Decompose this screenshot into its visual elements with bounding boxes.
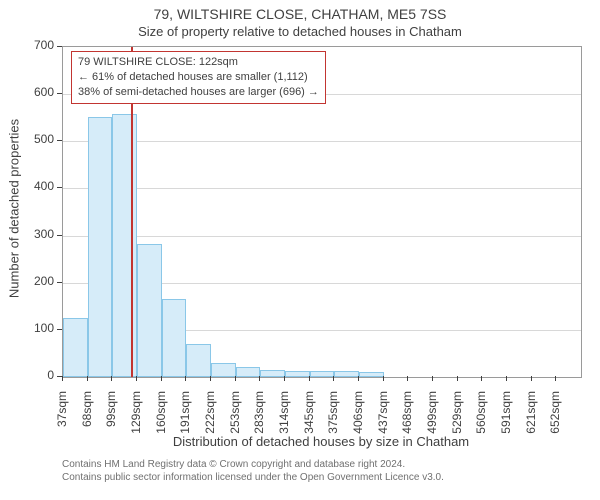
gridline <box>63 141 581 142</box>
xtick-label: 314sqm <box>277 391 291 441</box>
xtick-mark <box>333 376 334 381</box>
ytick-mark <box>57 93 62 94</box>
xtick-label: 560sqm <box>474 391 488 441</box>
xtick-mark <box>432 376 433 381</box>
xtick-mark <box>235 376 236 381</box>
histogram-bar <box>162 299 187 377</box>
chart-container: 79, WILTSHIRE CLOSE, CHATHAM, ME5 7SS Si… <box>0 0 600 500</box>
xtick-mark <box>136 376 137 381</box>
xtick-mark <box>161 376 162 381</box>
ytick-label: 300 <box>22 227 54 241</box>
ytick-mark <box>57 187 62 188</box>
annotation-line-1: 79 WILTSHIRE CLOSE: 122sqm <box>78 55 319 70</box>
xtick-label: 99sqm <box>104 391 118 441</box>
xtick-mark <box>383 376 384 381</box>
y-axis-label: Number of detached properties <box>7 109 22 309</box>
histogram-bar <box>88 117 113 377</box>
histogram-bar <box>359 372 384 377</box>
xtick-label: 468sqm <box>400 391 414 441</box>
annotation-box: 79 WILTSHIRE CLOSE: 122sqm ← 61% of deta… <box>71 51 326 104</box>
xtick-label: 160sqm <box>154 391 168 441</box>
ytick-label: 500 <box>22 132 54 146</box>
xtick-label: 375sqm <box>326 391 340 441</box>
xtick-mark <box>111 376 112 381</box>
footnote: Contains HM Land Registry data © Crown c… <box>62 458 444 484</box>
xtick-label: 37sqm <box>55 391 69 441</box>
xtick-mark <box>531 376 532 381</box>
footnote-line-2: Contains public sector information licen… <box>62 471 444 484</box>
xtick-label: 652sqm <box>548 391 562 441</box>
xtick-label: 222sqm <box>203 391 217 441</box>
xtick-mark <box>185 376 186 381</box>
xtick-label: 68sqm <box>80 391 94 441</box>
xtick-mark <box>481 376 482 381</box>
xtick-mark <box>555 376 556 381</box>
histogram-bar <box>112 114 137 377</box>
xtick-mark <box>87 376 88 381</box>
ytick-mark <box>57 140 62 141</box>
histogram-bar <box>63 318 88 377</box>
xtick-mark <box>358 376 359 381</box>
xtick-mark <box>506 376 507 381</box>
histogram-bar <box>186 344 211 377</box>
xtick-mark <box>284 376 285 381</box>
chart-subtitle: Size of property relative to detached ho… <box>0 24 600 39</box>
ytick-label: 400 <box>22 179 54 193</box>
xtick-label: 437sqm <box>376 391 390 441</box>
gridline <box>63 188 581 189</box>
xtick-mark <box>62 376 63 381</box>
xtick-label: 345sqm <box>302 391 316 441</box>
plot-area: 79 WILTSHIRE CLOSE: 122sqm ← 61% of deta… <box>62 46 582 378</box>
footnote-line-1: Contains HM Land Registry data © Crown c… <box>62 458 444 471</box>
ytick-label: 600 <box>22 85 54 99</box>
xtick-label: 406sqm <box>351 391 365 441</box>
ytick-label: 100 <box>22 321 54 335</box>
xtick-label: 529sqm <box>450 391 464 441</box>
xtick-label: 129sqm <box>129 391 143 441</box>
xtick-mark <box>457 376 458 381</box>
xtick-label: 253sqm <box>228 391 242 441</box>
gridline <box>63 236 581 237</box>
xtick-mark <box>210 376 211 381</box>
ytick-mark <box>57 282 62 283</box>
xtick-label: 591sqm <box>499 391 513 441</box>
xtick-label: 191sqm <box>178 391 192 441</box>
ytick-mark <box>57 235 62 236</box>
ytick-mark <box>57 329 62 330</box>
xtick-mark <box>259 376 260 381</box>
histogram-bar <box>137 244 162 377</box>
annotation-line-3: 38% of semi-detached houses are larger (… <box>78 85 319 100</box>
ytick-label: 0 <box>22 368 54 382</box>
xtick-label: 621sqm <box>524 391 538 441</box>
ytick-mark <box>57 46 62 47</box>
xtick-mark <box>407 376 408 381</box>
histogram-bar <box>310 371 335 377</box>
chart-title: 79, WILTSHIRE CLOSE, CHATHAM, ME5 7SS <box>0 6 600 22</box>
histogram-bar <box>285 371 310 377</box>
ytick-label: 200 <box>22 274 54 288</box>
histogram-bar <box>334 371 359 377</box>
xtick-label: 283sqm <box>252 391 266 441</box>
histogram-bar <box>211 363 236 377</box>
histogram-bar <box>236 367 261 377</box>
histogram-bar <box>260 370 285 377</box>
annotation-line-2: ← 61% of detached houses are smaller (1,… <box>78 70 319 85</box>
ytick-label: 700 <box>22 38 54 52</box>
xtick-mark <box>309 376 310 381</box>
xtick-label: 499sqm <box>425 391 439 441</box>
